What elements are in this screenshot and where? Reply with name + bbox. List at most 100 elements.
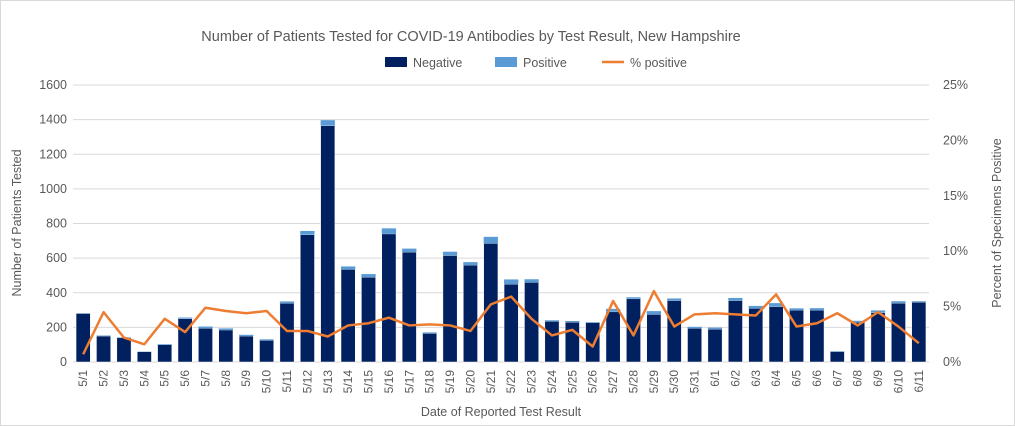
bar-negative	[320, 125, 336, 363]
bar-positive	[626, 297, 641, 299]
bar-negative	[157, 344, 173, 363]
x-tick-label: 5/20	[463, 370, 477, 394]
x-tick-label: 5/22	[504, 370, 518, 394]
bar-positive	[850, 320, 865, 323]
bar-negative	[829, 351, 845, 363]
pct-positive-line	[82, 289, 920, 355]
bar-positive	[402, 248, 417, 253]
x-tick-label: 5/6	[178, 370, 192, 387]
bar-positive	[157, 343, 172, 345]
x-tick-label: 5/19	[443, 370, 457, 394]
bar-positive	[646, 311, 661, 315]
x-tick-label: 5/2	[97, 370, 111, 387]
bar-negative	[401, 251, 417, 363]
bar-positive	[279, 301, 295, 304]
x-tick-label: 5/3	[117, 370, 131, 387]
bar-negative	[850, 321, 866, 363]
bar-negative	[870, 312, 886, 363]
bar-negative	[666, 300, 682, 363]
x-tick-label: 5/21	[484, 370, 498, 394]
x-axis-label: Date of Reported Test Result	[421, 405, 582, 419]
y-tick-label: 1400	[39, 113, 67, 127]
bar-positive	[463, 262, 478, 266]
x-tick-label: 5/7	[198, 370, 212, 387]
x-tick-label: 6/8	[851, 370, 865, 387]
bar-positive	[748, 305, 763, 309]
bar-positive	[809, 308, 825, 311]
x-tick-label: 5/17	[402, 370, 416, 394]
x-tick-label: 6/9	[871, 370, 885, 387]
y2-tick-label: 0%	[943, 355, 961, 369]
x-tick-label: 6/11	[912, 370, 926, 393]
bar-positive	[341, 266, 356, 270]
bar-positive	[320, 120, 335, 126]
bar-negative	[911, 302, 927, 363]
bar-negative	[279, 302, 295, 363]
bar-positive	[422, 332, 437, 334]
x-tick-label: 5/5	[158, 370, 172, 387]
bar-negative	[768, 306, 784, 363]
x-tick-label: 6/10	[891, 370, 905, 394]
legend-swatch-positive	[495, 57, 517, 67]
x-tick-label: 6/5	[790, 370, 804, 387]
bar-positive	[891, 301, 906, 304]
bar-positive	[96, 335, 111, 337]
bar-negative	[218, 329, 234, 363]
bar-negative	[605, 311, 621, 363]
bar-negative	[646, 314, 662, 363]
bar-negative	[361, 276, 376, 363]
x-tick-label: 5/10	[260, 370, 274, 394]
y2-axis-label: Percent of Specimens Positive	[990, 138, 1004, 308]
legend-label-negative: Negative	[413, 56, 462, 70]
bar-negative	[626, 298, 641, 363]
x-tick-label: 5/1	[76, 370, 90, 387]
bar-positive	[524, 279, 539, 283]
legend-label-positive: Positive	[523, 56, 567, 70]
y-tick-label: 1600	[39, 78, 67, 92]
bar-negative	[116, 337, 132, 363]
x-tick-label: 5/8	[219, 370, 233, 387]
x-tick-label: 5/13	[321, 370, 335, 394]
legend-label-pct: % positive	[630, 56, 687, 70]
x-tick-label: 5/29	[647, 370, 661, 394]
x-tick-label: 5/14	[341, 370, 355, 394]
chart-title: Number of Patients Tested for COVID-19 A…	[201, 29, 740, 45]
bar-positive	[830, 351, 845, 352]
bar-positive	[728, 297, 743, 301]
bar-positive	[585, 322, 600, 323]
bar-negative	[238, 335, 254, 363]
y-tick-label: 0	[60, 355, 67, 369]
y-tick-label: 1200	[39, 147, 67, 161]
bar-positive	[911, 301, 926, 303]
y-tick-label: 600	[46, 251, 67, 265]
bar-negative	[136, 351, 152, 363]
bar-positive	[300, 230, 315, 235]
y-tick-label: 1000	[39, 182, 67, 196]
bar-negative	[299, 234, 315, 363]
bar-positive	[707, 327, 723, 330]
bar-positive	[361, 274, 376, 278]
bar-positive	[442, 251, 458, 256]
x-tick-label: 5/25	[565, 370, 579, 394]
y2-tick-label: 25%	[943, 78, 968, 92]
bar-positive	[177, 317, 193, 319]
bar-positive	[789, 308, 804, 311]
bar-positive	[605, 308, 621, 312]
bar-negative	[259, 340, 275, 363]
bar-positive	[239, 334, 254, 337]
bar-positive	[198, 326, 213, 329]
bar-negative	[442, 255, 458, 363]
x-tick-label: 5/27	[606, 370, 620, 394]
bar-negative	[727, 300, 743, 363]
x-tick-label: 5/12	[300, 370, 314, 394]
x-tick-label: 6/1	[708, 370, 722, 387]
legend-swatch-negative	[385, 57, 407, 67]
x-tick-label: 5/9	[239, 370, 253, 387]
bar-negative	[463, 264, 478, 363]
y2-tick-label: 20%	[943, 133, 968, 147]
x-tick-label: 5/4	[137, 370, 151, 387]
bar-positive	[769, 303, 784, 307]
bar-negative	[687, 327, 703, 363]
